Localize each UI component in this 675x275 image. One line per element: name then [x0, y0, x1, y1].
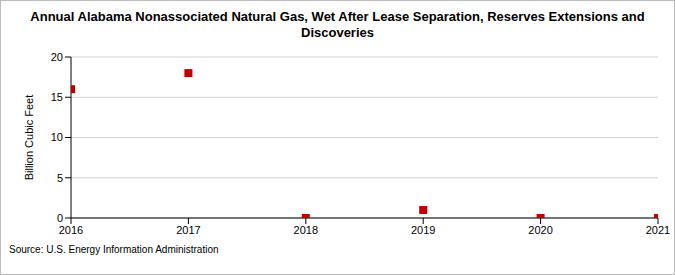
svg-text:Billion Cubic Feet: Billion Cubic Feet	[23, 95, 35, 181]
svg-text:2019: 2019	[411, 224, 435, 236]
svg-text:2018: 2018	[294, 224, 318, 236]
svg-text:0: 0	[57, 212, 63, 224]
svg-text:15: 15	[51, 91, 63, 103]
svg-text:2016: 2016	[59, 224, 83, 236]
svg-text:2017: 2017	[176, 224, 200, 236]
svg-text:10: 10	[51, 131, 63, 143]
svg-text:5: 5	[57, 172, 63, 184]
html-text:Source: U.S. Energy Informatio: Source: U.S. Energy Information Administ…	[9, 244, 219, 255]
svg-text:2021: 2021	[646, 224, 667, 236]
html-text:Annual Alabama Nonassociated N: Annual Alabama Nonassociated Natural Gas…	[30, 9, 645, 40]
svg-text:20: 20	[51, 51, 63, 63]
svg-text:2020: 2020	[528, 224, 552, 236]
